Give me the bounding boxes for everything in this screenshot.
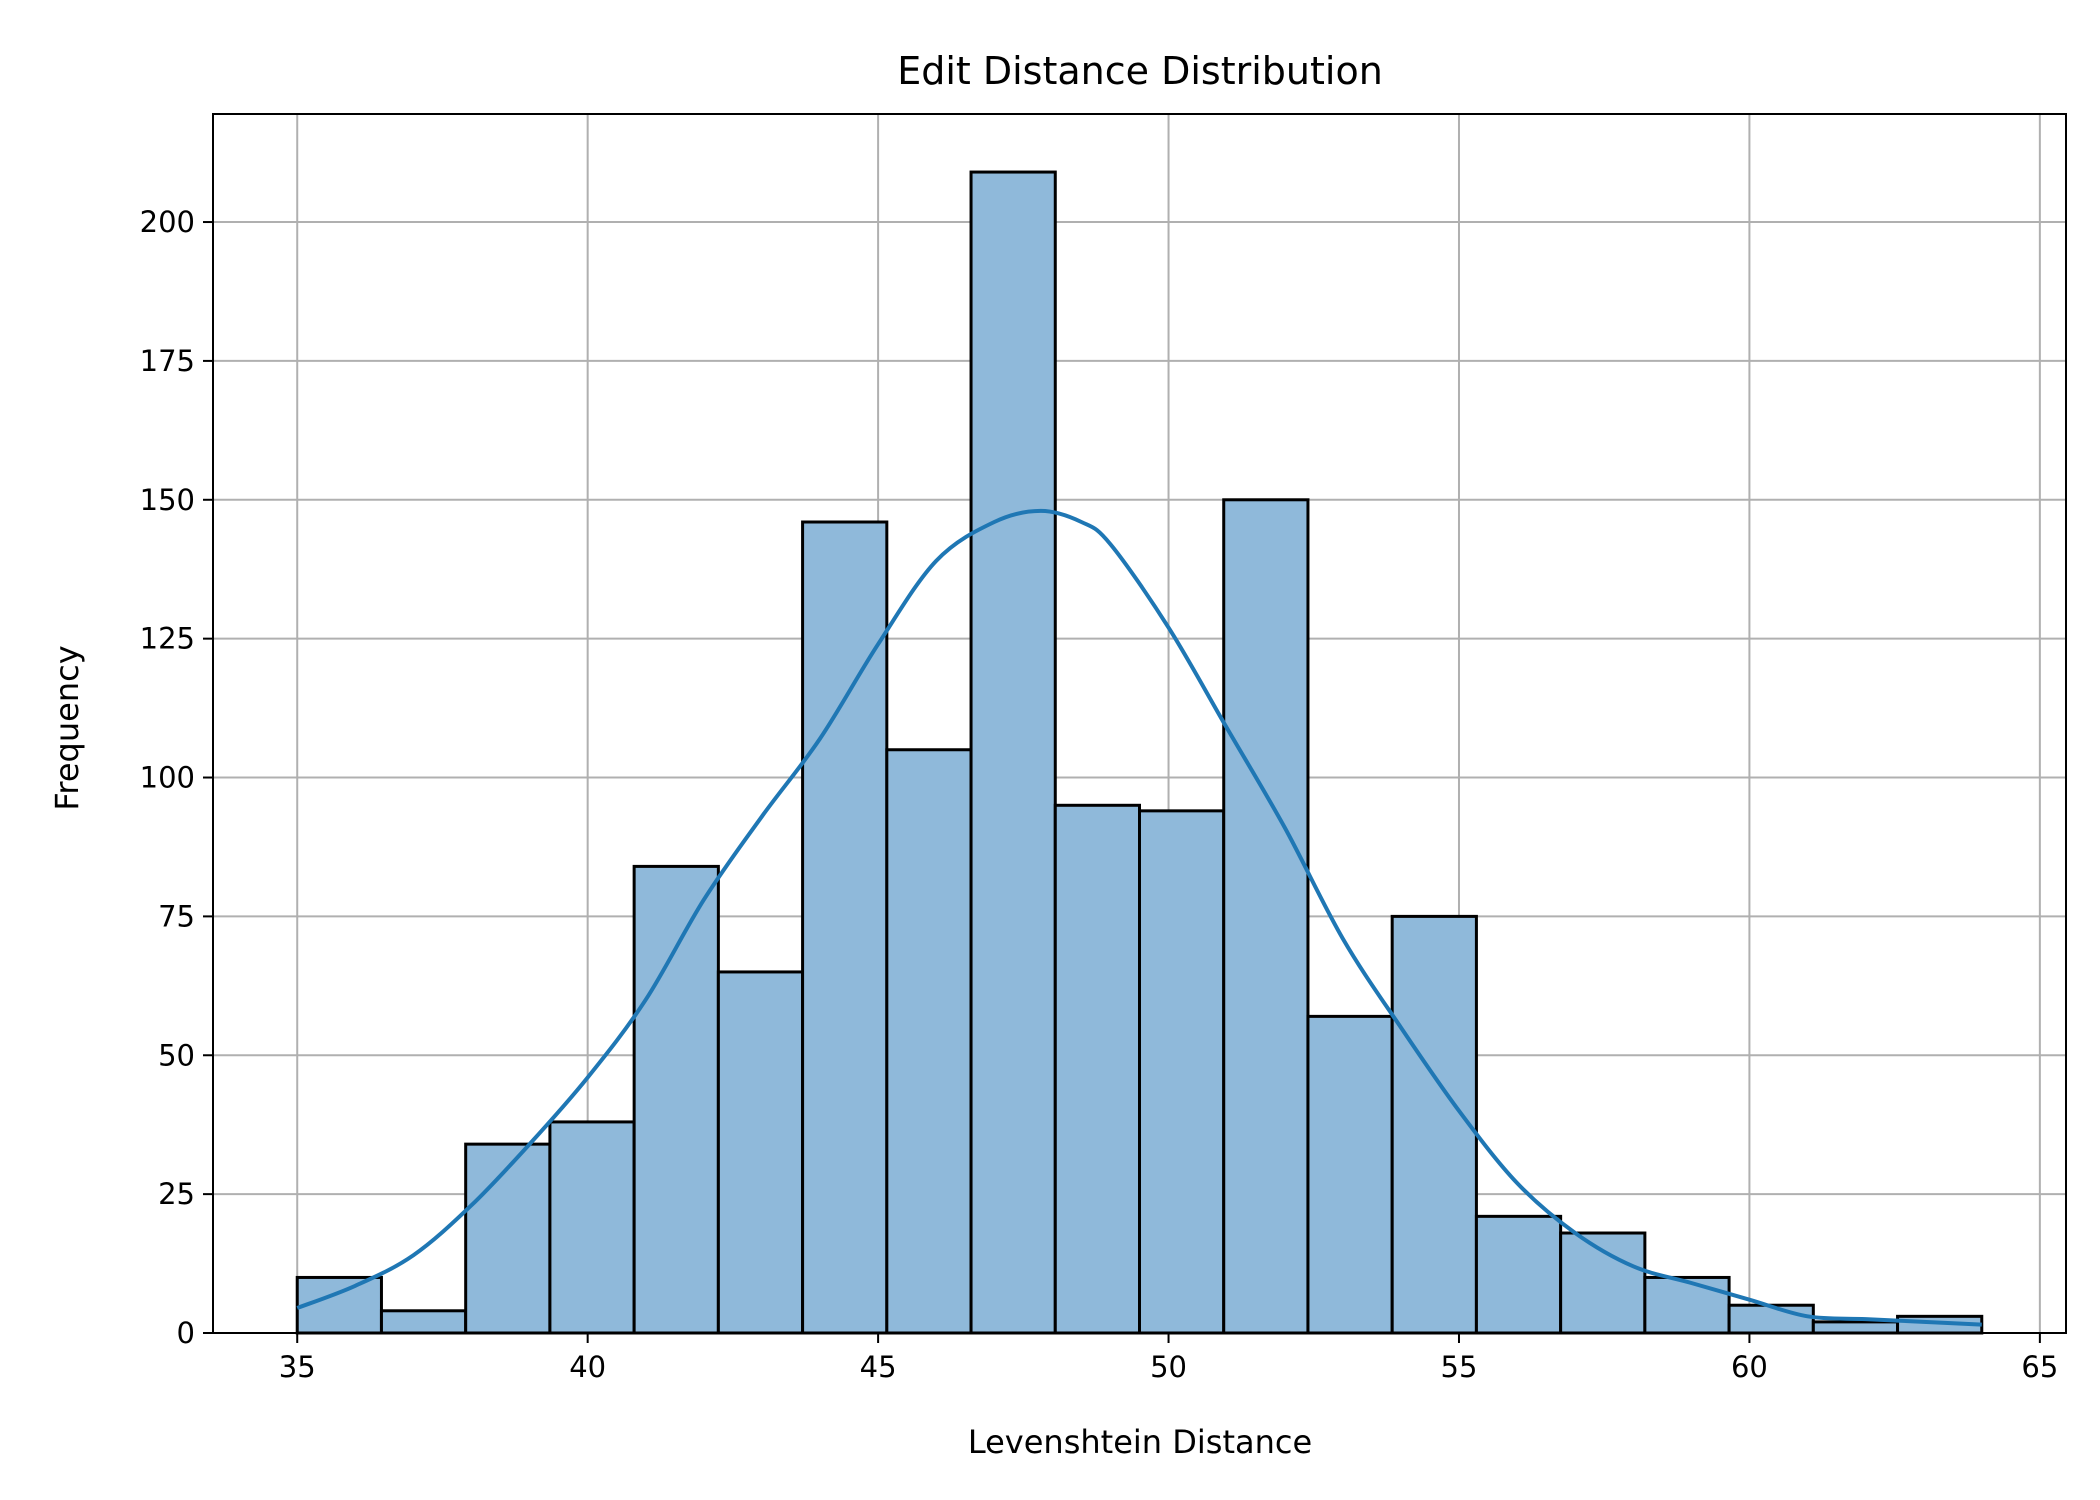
histogram-bars	[295, 170, 1984, 1335]
y-axis-title: Frequency	[48, 645, 86, 810]
plot-frame	[212, 113, 2067, 1334]
x-tick-label: 40	[569, 1350, 606, 1384]
y-tick-label: 75	[158, 899, 195, 933]
y-tick-label: 25	[158, 1177, 195, 1211]
histogram-bar	[379, 1309, 468, 1335]
x-tick-label: 50	[1150, 1350, 1187, 1384]
y-tick-label: 125	[140, 622, 195, 656]
histogram-bar	[1138, 809, 1226, 1335]
histogram-bar	[716, 970, 805, 1335]
histogram-bar	[1222, 498, 1310, 1335]
histogram-bar	[801, 520, 889, 1335]
histogram-bar	[1811, 1320, 1900, 1335]
histogram-bar	[1559, 1231, 1647, 1335]
y-tick-label: 50	[158, 1038, 195, 1072]
y-tick-label: 150	[140, 483, 195, 517]
x-tick-label: 65	[2021, 1350, 2058, 1384]
x-tick-label: 45	[860, 1350, 897, 1384]
histogram-bar	[1390, 914, 1478, 1335]
x-tick-label: 55	[1441, 1350, 1478, 1384]
y-tick-label: 0	[177, 1316, 195, 1350]
x-tick-label: 35	[279, 1350, 316, 1384]
histogram-bar	[464, 1142, 552, 1335]
x-axis-title: Levenshtein Distance	[968, 1423, 1312, 1461]
histogram-bar	[1474, 1214, 1563, 1335]
histogram-bar	[1727, 1303, 1815, 1335]
histogram-bar	[1643, 1275, 1731, 1335]
histogram-bar	[632, 864, 720, 1335]
y-tick-label: 175	[140, 344, 195, 378]
x-tick-label: 60	[1731, 1350, 1768, 1384]
histogram-bar	[548, 1120, 636, 1335]
y-tick-label: 200	[140, 205, 195, 239]
histogram-bar	[1053, 803, 1141, 1335]
kde-curve	[296, 508, 1982, 1327]
axis-ticks: 35 40 45 50 55 60 65 0 25 50 75 100 125 150 175 200	[140, 205, 2059, 1384]
chart-title: Edit Distance Distribution	[897, 49, 1383, 93]
histogram-bar	[1306, 1014, 1394, 1335]
histogram-bar	[969, 170, 1057, 1335]
histogram-bar	[885, 748, 973, 1335]
y-tick-label: 100	[140, 761, 195, 795]
